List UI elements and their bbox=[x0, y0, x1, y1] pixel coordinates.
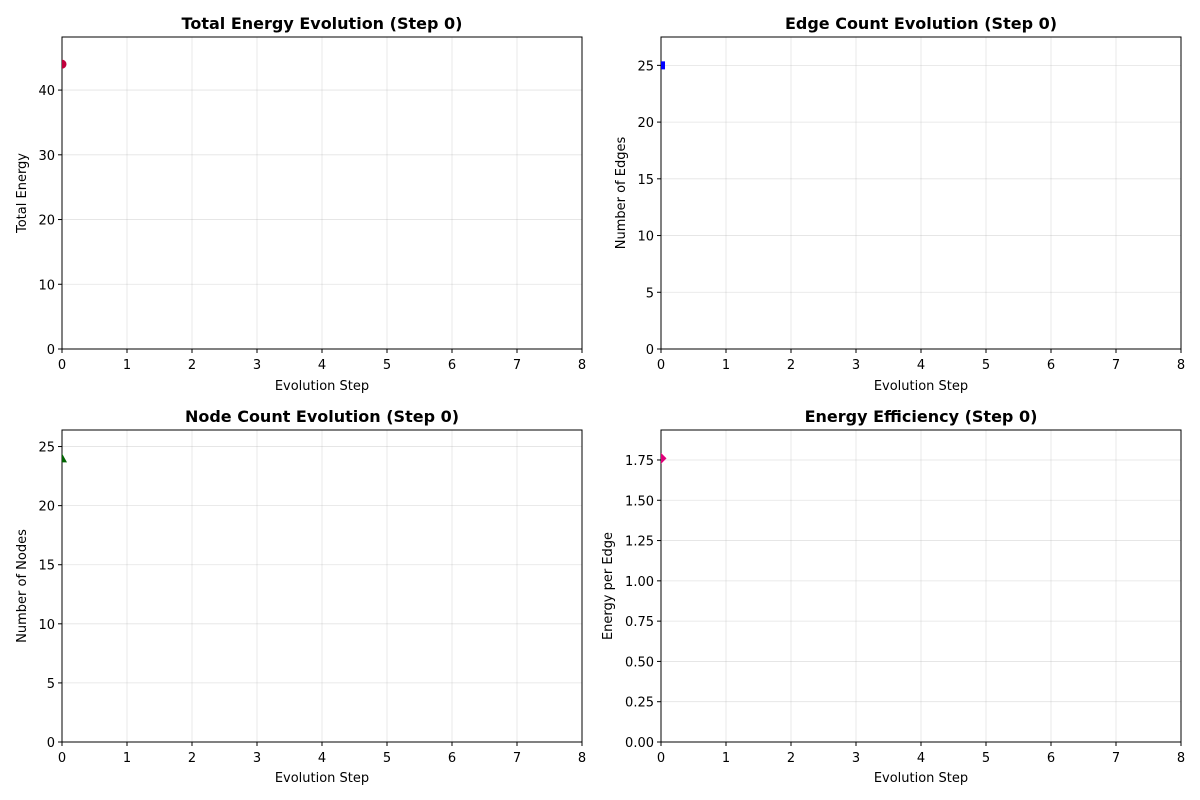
chart-title: Edge Count Evolution (Step 0) bbox=[785, 14, 1057, 33]
x-tick-label: 4 bbox=[318, 751, 326, 766]
x-tick-label: 1 bbox=[123, 751, 131, 766]
y-tick-label: 30 bbox=[38, 149, 55, 164]
y-tick-label: 1.25 bbox=[625, 535, 654, 550]
x-tick-label: 2 bbox=[787, 358, 795, 373]
x-tick-label: 5 bbox=[982, 358, 990, 373]
y-tick-label: 0 bbox=[47, 343, 55, 358]
x-tick-label: 6 bbox=[1047, 751, 1055, 766]
y-tick-label: 1.50 bbox=[625, 494, 654, 509]
y-tick-label: 15 bbox=[637, 173, 654, 188]
y-tick-label: 10 bbox=[38, 618, 55, 633]
x-tick-label: 6 bbox=[1047, 358, 1055, 373]
x-tick-label: 0 bbox=[58, 751, 66, 766]
x-tick-label: 6 bbox=[448, 751, 456, 766]
data-point bbox=[661, 452, 667, 464]
x-tick-label: 3 bbox=[253, 358, 261, 373]
y-tick-label: 0 bbox=[47, 736, 55, 751]
y-axis-label: Number of Nodes bbox=[15, 529, 30, 643]
x-tick-label: 4 bbox=[917, 751, 925, 766]
x-axis-label: Evolution Step bbox=[874, 771, 968, 786]
x-tick-label: 3 bbox=[852, 358, 860, 373]
x-tick-label: 8 bbox=[1177, 751, 1185, 766]
y-tick-label: 5 bbox=[47, 677, 55, 692]
chart-title: Total Energy Evolution (Step 0) bbox=[182, 14, 463, 33]
data-point bbox=[62, 453, 67, 463]
data-point bbox=[661, 61, 665, 70]
y-axis-label: Number of Edges bbox=[614, 137, 629, 250]
x-axis-label: Evolution Step bbox=[275, 379, 369, 394]
x-tick-label: 2 bbox=[787, 751, 795, 766]
x-tick-label: 6 bbox=[448, 358, 456, 373]
x-axis-label: Evolution Step bbox=[275, 771, 369, 786]
y-tick-label: 40 bbox=[38, 84, 55, 99]
x-tick-label: 2 bbox=[188, 358, 196, 373]
x-tick-label: 1 bbox=[722, 751, 730, 766]
y-tick-label: 0.00 bbox=[625, 736, 654, 751]
y-tick-label: 0 bbox=[646, 343, 654, 358]
x-tick-label: 5 bbox=[383, 751, 391, 766]
y-tick-label: 20 bbox=[38, 500, 55, 515]
x-tick-label: 7 bbox=[1112, 751, 1120, 766]
y-tick-label: 0.50 bbox=[625, 655, 654, 670]
x-axis-label: Evolution Step bbox=[874, 379, 968, 394]
y-tick-label: 25 bbox=[637, 59, 654, 74]
y-axis-label: Total Energy bbox=[15, 153, 30, 234]
y-tick-label: 20 bbox=[637, 116, 654, 131]
y-axis-label: Energy per Edge bbox=[601, 532, 616, 640]
x-tick-label: 7 bbox=[513, 751, 521, 766]
x-tick-label: 3 bbox=[852, 751, 860, 766]
y-tick-label: 10 bbox=[38, 278, 55, 293]
y-tick-label: 20 bbox=[38, 214, 55, 229]
edge-count-panel: Edge Count Evolution (Step 0) Evolution … bbox=[614, 14, 1185, 394]
x-tick-label: 5 bbox=[982, 751, 990, 766]
y-tick-label: 10 bbox=[637, 230, 654, 245]
x-tick-label: 2 bbox=[188, 751, 196, 766]
y-tick-label: 25 bbox=[38, 441, 55, 456]
x-tick-label: 7 bbox=[1112, 358, 1120, 373]
chart-title: Node Count Evolution (Step 0) bbox=[185, 407, 459, 426]
x-tick-label: 0 bbox=[657, 751, 665, 766]
x-tick-label: 0 bbox=[657, 358, 665, 373]
data-points bbox=[661, 452, 667, 464]
energy-efficiency-panel: Energy Efficiency (Step 0) Evolution Ste… bbox=[601, 407, 1185, 786]
data-point bbox=[62, 59, 67, 69]
x-tick-label: 1 bbox=[123, 358, 131, 373]
y-tick-label: 15 bbox=[38, 559, 55, 574]
data-points bbox=[62, 453, 67, 463]
data-points bbox=[62, 59, 67, 69]
y-tick-label: 1.75 bbox=[625, 454, 654, 469]
y-tick-label: 1.00 bbox=[625, 575, 654, 590]
node-count-panel: Node Count Evolution (Step 0) Evolution … bbox=[15, 407, 586, 786]
x-tick-label: 5 bbox=[383, 358, 391, 373]
y-tick-label: 0.25 bbox=[625, 696, 654, 711]
total-energy-panel: Total Energy Evolution (Step 0) Evolutio… bbox=[15, 14, 586, 394]
chart-title: Energy Efficiency (Step 0) bbox=[805, 407, 1038, 426]
x-tick-label: 1 bbox=[722, 358, 730, 373]
x-tick-label: 3 bbox=[253, 751, 261, 766]
y-tick-label: 0.75 bbox=[625, 615, 654, 630]
x-tick-label: 0 bbox=[58, 358, 66, 373]
y-tick-label: 5 bbox=[646, 286, 654, 301]
data-points bbox=[661, 61, 665, 70]
x-tick-label: 7 bbox=[513, 358, 521, 373]
x-tick-label: 8 bbox=[578, 751, 586, 766]
x-tick-label: 8 bbox=[578, 358, 586, 373]
x-tick-label: 4 bbox=[917, 358, 925, 373]
x-tick-label: 8 bbox=[1177, 358, 1185, 373]
x-tick-label: 4 bbox=[318, 358, 326, 373]
